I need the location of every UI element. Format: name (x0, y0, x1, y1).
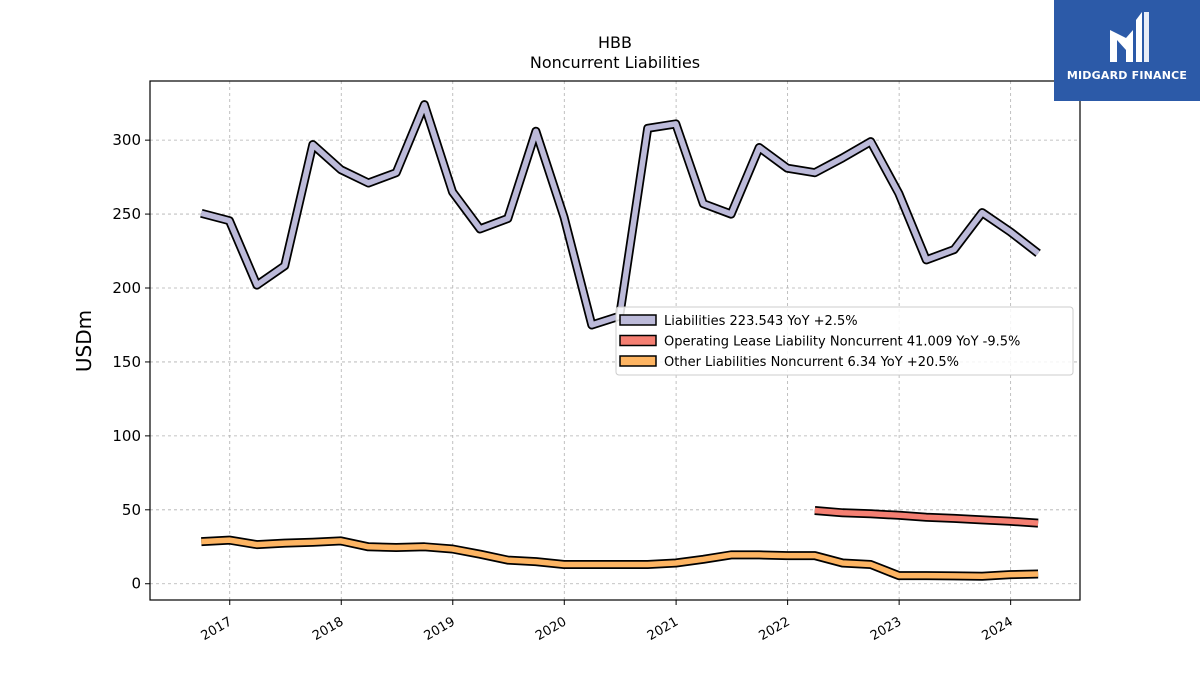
series-line-outline (201, 535, 1039, 581)
x-tick-label: 2018 (310, 614, 346, 644)
legend-swatch (619, 355, 657, 367)
legend-swatch (619, 334, 657, 347)
series-3 (201, 535, 1039, 581)
legend: Liabilities 223.543 YoY +2.5% Operating L… (615, 306, 1074, 376)
y-tick-label: 0 (131, 575, 141, 593)
x-tick-label: 2019 (422, 614, 458, 644)
y-tick-label: 100 (112, 427, 141, 445)
series-2 (814, 506, 1039, 528)
series-line (814, 507, 1039, 526)
legend-entry: Other Liabilities Noncurrent 6.34 YoY +2… (664, 355, 959, 370)
logo-text: MIDGARD FINANCE (1066, 69, 1188, 82)
series-line (201, 537, 1039, 580)
chart-title: HBB (598, 33, 632, 52)
x-tick-label: 2024 (979, 614, 1015, 644)
y-tick-label: 50 (122, 501, 141, 519)
x-tick-label: 2021 (645, 614, 681, 644)
legend-entry: Operating Lease Liability Noncurrent 41.… (664, 335, 1020, 350)
x-tick-label: 2023 (868, 614, 904, 644)
x-tick-label: 2020 (533, 614, 569, 644)
plot-area-frame (149, 80, 1081, 601)
x-tick-label: 2017 (199, 614, 235, 644)
y-tick-label: 200 (112, 279, 141, 297)
y-axis-label: USDm (72, 310, 96, 372)
y-tick-label: 300 (112, 131, 141, 149)
y-axis-ticks: 0 50 100 150 200 250 300 (112, 131, 150, 593)
brand-logo: MIDGARD FINANCE (1054, 0, 1200, 101)
x-tick-label: 2022 (756, 614, 792, 644)
series-line-outline (200, 100, 1041, 330)
series-1 (200, 100, 1041, 330)
chart-subtitle: Noncurrent Liabilities (530, 53, 700, 72)
x-axis-ticks: 2017 2018 2019 2020 2021 2022 2023 2024 (199, 600, 1016, 644)
legend-entry: Liabilities 223.543 YoY +2.5% (664, 314, 858, 329)
legend-swatch (619, 314, 657, 326)
logo-mark-icon (1110, 12, 1149, 62)
legend-box (615, 306, 1074, 376)
y-tick-label: 250 (112, 205, 141, 223)
y-tick-label: 150 (112, 353, 141, 371)
